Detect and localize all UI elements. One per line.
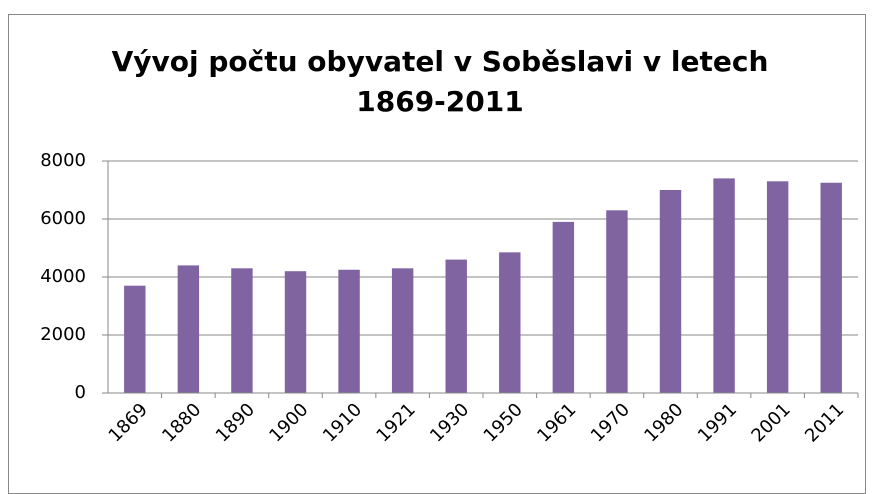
bar: [231, 268, 253, 393]
y-tick-label: 0: [75, 382, 86, 403]
bar: [499, 252, 521, 393]
x-tick-label: 1991: [694, 399, 741, 446]
x-tick-label: 1921: [372, 399, 419, 446]
bar: [606, 210, 628, 393]
x-tick-label: 1970: [587, 399, 634, 446]
bar: [445, 259, 467, 393]
bar: [177, 265, 200, 393]
chart-title: Vývoj počtu obyvatel v Soběslavi v letec…: [111, 45, 769, 118]
chart: 0 2000 4000 6000 8000 1869 1880 1890 1900 1910 192…: [40, 150, 859, 446]
bar: [766, 181, 789, 393]
x-tick-label: 1880: [158, 399, 205, 446]
bar: [659, 190, 682, 393]
x-tick-label: 1910: [319, 399, 366, 446]
bar: [338, 269, 360, 393]
y-tick-label: 2000: [40, 324, 86, 345]
bar: [552, 221, 575, 393]
x-tick-label: 1930: [426, 399, 473, 446]
y-tick-label: 6000: [40, 208, 86, 229]
x-tick-label: 2001: [747, 399, 794, 446]
bar: [820, 182, 842, 393]
bar: [284, 271, 307, 393]
page: Vývoj počtu obyvatel v Soběslavi v letec…: [8, 14, 866, 494]
x-tick-label: 1869: [105, 399, 152, 446]
x-tick-label: 2011: [801, 399, 848, 446]
bar: [713, 178, 735, 393]
x-tick-label: 1980: [640, 399, 687, 446]
y-tick-label: 4000: [40, 266, 86, 287]
x-tick-label: 1890: [212, 399, 259, 446]
x-tick-label: 1950: [480, 399, 527, 446]
bar: [124, 285, 146, 393]
x-tick-label: 1961: [533, 399, 580, 446]
x-tick-label: 1900: [265, 399, 312, 446]
y-tick-label: 8000: [40, 150, 86, 171]
bar: [391, 268, 414, 393]
